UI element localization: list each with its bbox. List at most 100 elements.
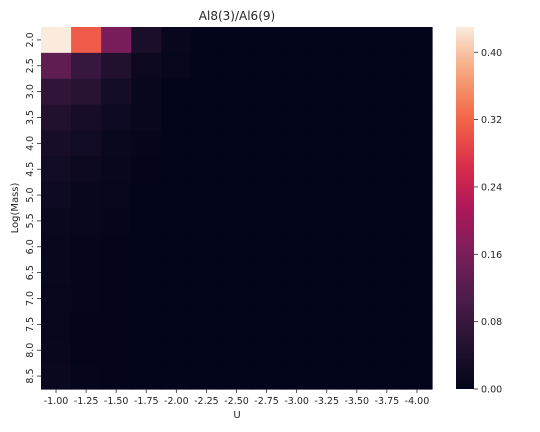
heatmap-cell (161, 363, 192, 390)
heatmap-cell (71, 311, 102, 338)
heatmap-cell (101, 156, 132, 183)
heatmap-cell (281, 337, 313, 364)
heatmap-cell (131, 208, 162, 235)
heatmap-cell (311, 130, 343, 157)
colorbar-tick-label: 0.08 (481, 317, 502, 328)
heatmap-cell (41, 130, 72, 157)
y-tick-label: 8.5 (25, 369, 36, 384)
heatmap-cell (281, 233, 313, 261)
heatmap-cell (71, 104, 102, 132)
heatmap-cell (221, 259, 253, 287)
heatmap-cell (131, 182, 162, 209)
heatmap-cell (371, 363, 403, 390)
x-tick-label: -2.00 (164, 396, 189, 407)
x-axis-label: U (233, 410, 240, 421)
x-tick-label: -4.00 (405, 396, 430, 407)
heatmap-cell (311, 337, 343, 364)
heatmap-cell (341, 311, 373, 338)
colorbar-tick-label: 0.32 (481, 115, 502, 126)
heatmap-cell (401, 337, 433, 364)
heatmap-cell (401, 78, 433, 106)
heatmap-cell (41, 182, 72, 209)
heatmap-cell (221, 52, 253, 80)
heatmap-cell (281, 78, 313, 106)
heatmap-cell (311, 104, 343, 132)
heatmap-cell (161, 208, 192, 235)
heatmap-cell (281, 156, 313, 183)
y-tick-label: 5.5 (25, 213, 36, 228)
heatmap-cell (311, 182, 343, 209)
heatmap-cell (401, 27, 433, 54)
y-tick-label: 6.5 (25, 265, 36, 280)
heatmap-cell (41, 233, 72, 261)
heatmap-cell (221, 104, 253, 132)
heatmap-cell (41, 27, 72, 54)
heatmap-cell (191, 182, 223, 209)
heatmap-cell (311, 259, 343, 287)
heatmap-cell (191, 311, 223, 338)
heatmap-cell (281, 104, 313, 132)
heatmap-cell (161, 233, 192, 261)
heatmap-cell (161, 78, 192, 106)
heatmap-cell (191, 233, 223, 261)
heatmap-cell (101, 285, 132, 313)
heatmap-cell (71, 78, 102, 106)
heatmap-cell (101, 104, 132, 132)
heatmap-cell (311, 27, 343, 54)
heatmap-cell (191, 259, 223, 287)
heatmap-cell (371, 27, 403, 54)
heatmap-cell (161, 130, 192, 157)
heatmap-cell (371, 233, 403, 261)
heatmap-cell (161, 27, 192, 54)
heatmap-cells (41, 27, 433, 390)
heatmap-cell (251, 182, 283, 209)
heatmap-cell (131, 130, 162, 157)
heatmap-cell (71, 208, 102, 235)
heatmap-cell (371, 259, 403, 287)
heatmap-cell (71, 130, 102, 157)
x-tick-label: -1.00 (44, 396, 69, 407)
heatmap-cell (101, 52, 132, 80)
heatmap-cell (71, 337, 102, 364)
heatmap-cell (101, 182, 132, 209)
heatmap-cell (341, 78, 373, 106)
heatmap-cell (101, 311, 132, 338)
heatmap-cell (281, 52, 313, 80)
heatmap-cell (41, 363, 72, 390)
heatmap-cell (401, 311, 433, 338)
heatmap-cell (341, 337, 373, 364)
y-axis-ticks: 2.0 2.5 3.0 3.5 4.0 4.5 5.0 5.5 6.0 6.5 7.0 7.5 8.0 8… (25, 32, 41, 384)
heatmap-cell (71, 285, 102, 313)
heatmap-cell (71, 233, 102, 261)
heatmap-cell (281, 311, 313, 338)
heatmap-cell (131, 78, 162, 106)
y-tick-label: 3.0 (25, 84, 36, 99)
heatmap-cell (251, 104, 283, 132)
colorbar-tick-label: 0.16 (481, 250, 502, 261)
heatmap-cell (311, 208, 343, 235)
heatmap-cell (341, 233, 373, 261)
heatmap-cell (251, 78, 283, 106)
heatmap-cell (101, 78, 132, 106)
heatmap-cell (221, 182, 253, 209)
heatmap-cell (131, 363, 162, 390)
heatmap-cell (221, 208, 253, 235)
heatmap-cell (191, 27, 223, 54)
heatmap-cell (401, 182, 433, 209)
heatmap-cell (281, 182, 313, 209)
heatmap-cell (401, 130, 433, 157)
heatmap-cell (161, 52, 192, 80)
heatmap-cell (251, 208, 283, 235)
colorbar-tick-label: 0.24 (481, 182, 502, 193)
heatmap-cell (371, 311, 403, 338)
colorbar-tick-label: 0.40 (481, 48, 502, 59)
heatmap-cell (251, 285, 283, 313)
heatmap-cell (131, 156, 162, 183)
x-tick-label: -1.25 (74, 396, 99, 407)
heatmap-cell (311, 363, 343, 390)
heatmap-cell (311, 233, 343, 261)
heatmap-cell (131, 259, 162, 287)
heatmap-cell (401, 285, 433, 313)
heatmap-cell (371, 52, 403, 80)
